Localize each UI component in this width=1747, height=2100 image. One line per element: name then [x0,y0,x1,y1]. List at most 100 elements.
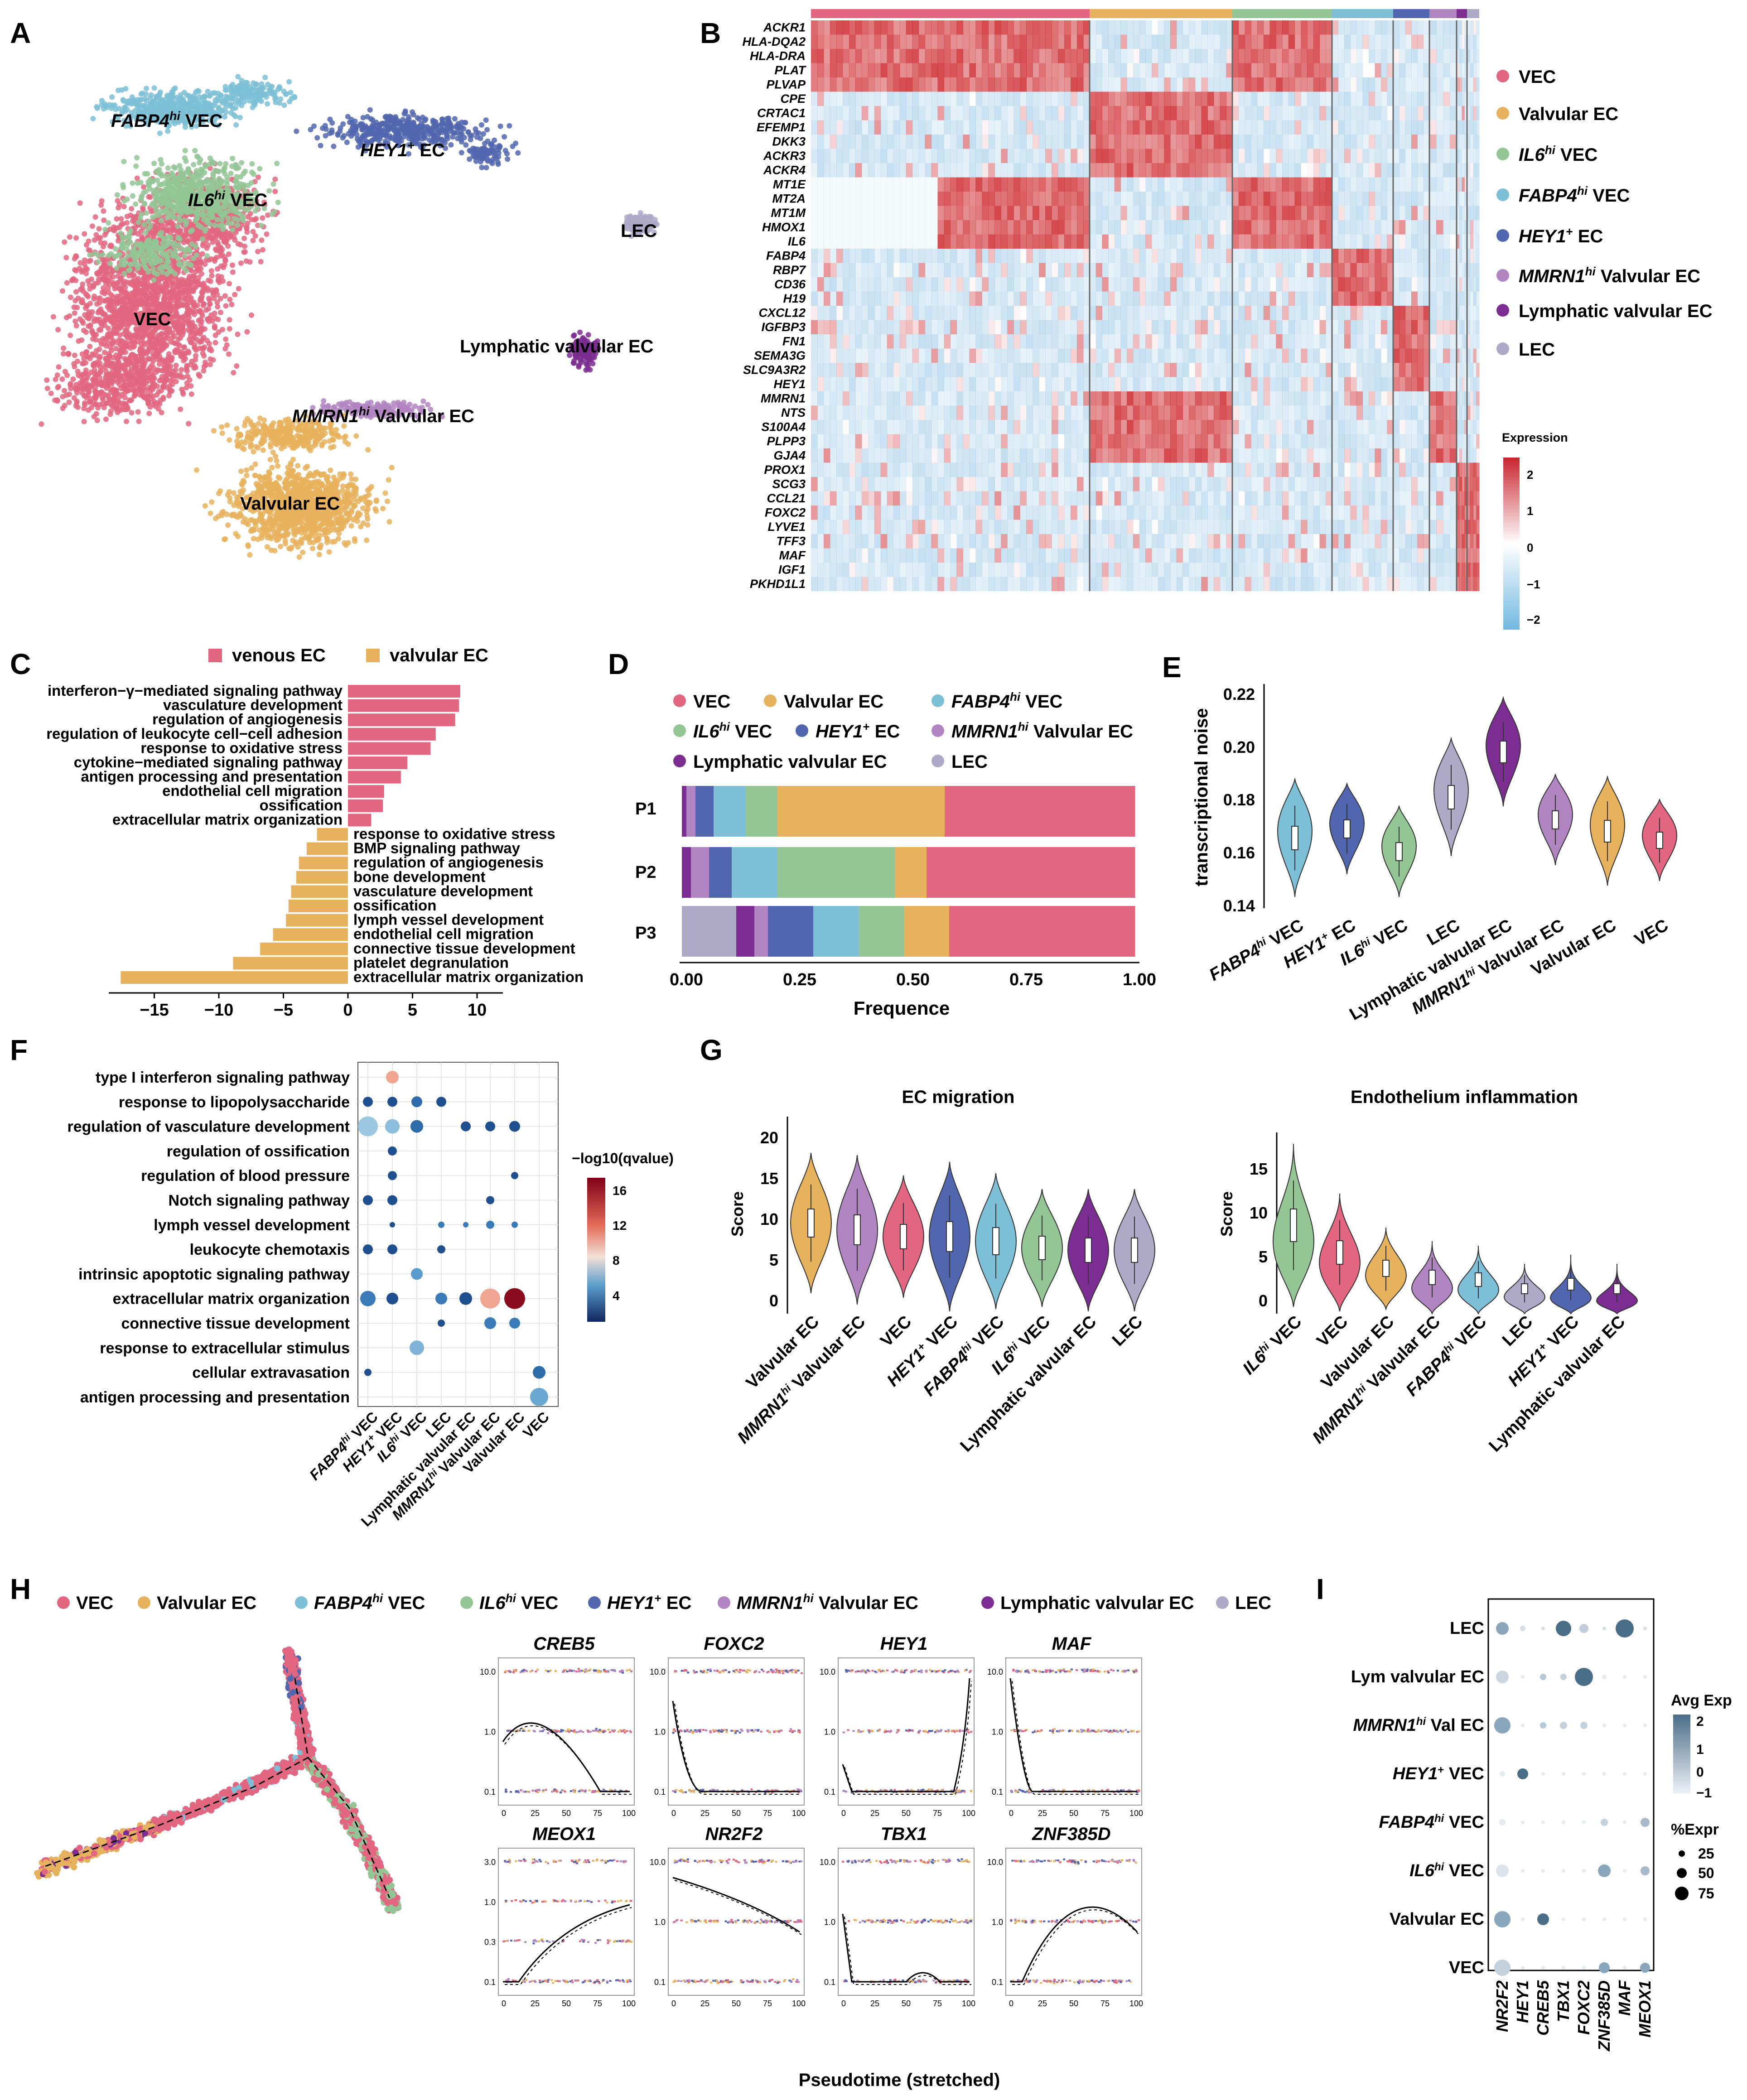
umap-point [231,89,236,95]
umap-point [53,376,58,382]
umap-point [256,174,261,180]
umap-point [152,344,158,350]
umap-point [286,79,292,85]
umap-point [91,401,97,407]
umap-point [55,327,61,332]
umap-point [229,302,235,308]
umap-point [68,332,73,338]
umap-point [217,161,223,167]
umap-point [93,232,99,238]
umap-point [242,249,248,255]
umap-point [420,398,426,404]
umap-point [214,292,220,298]
umap-point [515,150,521,156]
umap-point [119,363,125,369]
umap-point [169,335,175,341]
umap-point [183,158,189,164]
umap-point [255,249,261,255]
umap-point [179,276,184,282]
umap-point [406,127,412,133]
umap-point [198,298,203,303]
umap-point [162,224,168,230]
umap-point [81,419,87,424]
umap-point [362,134,368,140]
umap-point [234,363,240,369]
umap-point [103,280,109,286]
umap-point [88,396,94,402]
umap-point [458,150,464,155]
umap-point [132,392,138,398]
umap-point [232,94,238,100]
umap-point [102,226,108,232]
umap-point [382,126,388,132]
umap-point [86,247,92,253]
umap-point [84,314,90,320]
umap-point [200,212,206,218]
umap-point [97,347,102,352]
umap-point [108,242,114,248]
umap-point [156,167,162,173]
umap-point [444,136,450,142]
umap-point [195,222,201,228]
umap-point [256,87,262,93]
umap-point [92,214,98,220]
umap-point [150,394,156,400]
umap-point [165,165,171,171]
umap-point [216,182,222,188]
umap-point [114,192,120,198]
umap-point [150,214,155,220]
umap-point [230,227,236,233]
umap-point [120,246,125,251]
umap-point [70,376,76,382]
umap-point [112,308,118,314]
umap-point [124,328,130,334]
umap-point [127,398,133,404]
umap-point [85,354,91,360]
umap-point [431,123,437,129]
umap-point [133,357,139,363]
umap-point [439,119,445,125]
umap-point [227,317,232,323]
umap-point [120,349,126,355]
umap-point [321,398,327,404]
umap-point [177,218,183,223]
umap-point [181,197,187,203]
umap-point [183,366,189,372]
umap-point [485,156,491,162]
umap-point [81,361,87,366]
umap-point [150,102,155,108]
umap-point [148,283,154,289]
umap-point [262,75,268,80]
umap-point [198,166,204,172]
umap-point [232,292,238,298]
umap-point [88,276,94,282]
umap-point [125,234,131,240]
umap-point [243,258,249,264]
umap-point [502,148,508,154]
umap-point [159,357,165,363]
umap-point [153,302,159,308]
umap-point [214,255,220,260]
umap-point [111,361,116,366]
umap-point [188,329,193,335]
umap-point [249,169,255,175]
umap-point [208,347,214,353]
umap-point [140,90,145,96]
umap-point [214,299,220,305]
umap-point [128,228,134,234]
umap-point [126,321,132,327]
umap-point [107,261,113,266]
umap-point [149,362,155,368]
umap-point [395,129,401,135]
umap-point [213,208,219,214]
umap-point [367,107,373,113]
panel-a: A FABP4hi VEC HEY1+ EC IL6hi VEC LEC VEC… [10,17,660,560]
umap-point [144,251,149,257]
umap-point [489,147,495,153]
umap-point [188,391,194,397]
umap-point [205,288,211,294]
umap-point [140,334,146,340]
umap-point [275,199,281,205]
umap-point [212,332,218,338]
umap-point [624,214,630,220]
